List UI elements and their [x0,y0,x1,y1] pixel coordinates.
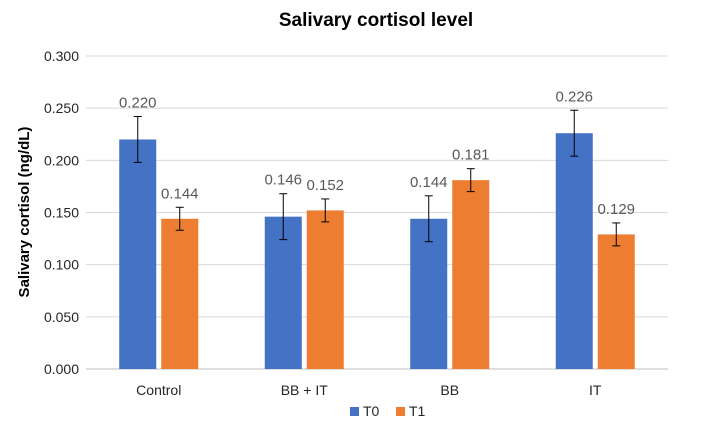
data-label: 0.146 [264,172,302,189]
y-tick-label: 0.300 [44,48,79,64]
data-label: 0.129 [597,201,635,218]
legend: T0 T1 [350,403,426,419]
data-label: 0.181 [452,147,490,164]
legend-swatch-t0 [350,407,359,416]
x-category-label: IT [589,382,602,398]
y-axis-ticks: 0.000 0.050 0.100 0.150 0.200 0.250 0.300 [44,48,79,377]
data-label: 0.144 [410,174,448,191]
data-label: 0.220 [119,95,157,112]
y-axis-label: Salivary cortisol (ng/dL) [16,127,33,298]
chart-title: Salivary cortisol level [279,10,473,31]
y-tick-label: 0.200 [44,152,79,168]
bar-t1 [306,210,344,369]
y-tick-label: 0.100 [44,257,79,273]
bar-t0 [555,133,593,369]
legend-swatch-t1 [396,407,405,416]
x-category-label: BB [440,382,459,398]
x-category-label: Control [136,382,181,398]
bar-t1 [161,218,199,369]
legend-label: T1 [409,403,426,419]
y-tick-label: 0.150 [44,205,79,221]
data-label: 0.226 [555,88,593,105]
x-axis-categories: Control BB + IT BB IT [136,382,602,398]
bar-t1 [597,234,635,369]
error-bars [133,109,621,247]
bar-t0 [264,216,302,369]
y-tick-label: 0.250 [44,100,79,116]
data-label: 0.144 [161,185,199,202]
x-category-label: BB + IT [281,382,329,398]
bar-t0 [410,218,448,369]
y-tick-label: 0.000 [44,361,79,377]
bar-t1 [452,180,490,369]
legend-label: T0 [363,403,380,419]
bars [119,133,635,369]
bar-t0 [119,139,157,369]
y-tick-label: 0.050 [44,309,79,325]
data-label: 0.152 [306,177,344,194]
